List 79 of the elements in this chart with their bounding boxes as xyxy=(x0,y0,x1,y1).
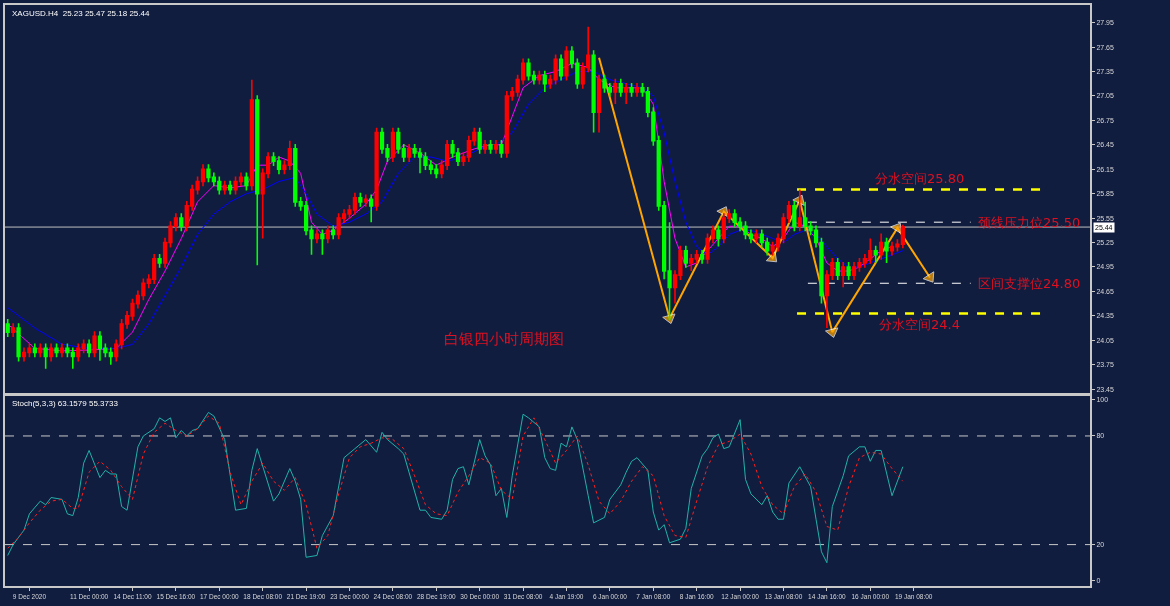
candlestick xyxy=(314,228,320,245)
candlestick xyxy=(493,139,499,155)
candlestick xyxy=(596,73,602,134)
text: XAGUSD.H4 25.23 25.47 25.18 25.44 xyxy=(12,9,150,18)
candlestick xyxy=(5,318,10,338)
candlestick xyxy=(244,171,249,192)
candlestick xyxy=(81,338,86,355)
candlestick xyxy=(884,236,889,264)
candlestick xyxy=(179,212,184,232)
candlestick xyxy=(255,94,260,267)
annotation: 白银四小时周期图 xyxy=(444,330,564,348)
candlestick xyxy=(320,228,325,256)
candlestick xyxy=(694,249,699,265)
point xyxy=(890,222,902,235)
candlestick xyxy=(92,330,97,359)
candlestick xyxy=(396,126,401,155)
candlestick xyxy=(542,69,547,93)
candlestick xyxy=(683,245,688,269)
candlestick xyxy=(618,78,623,98)
candlestick xyxy=(32,342,37,359)
candlestick xyxy=(558,53,564,82)
candlestick xyxy=(59,342,65,359)
candlestick xyxy=(477,126,482,155)
candlestick xyxy=(846,261,851,281)
candlestick xyxy=(76,342,81,363)
point xyxy=(662,313,676,325)
candlestick xyxy=(564,45,569,82)
candlestick xyxy=(591,49,596,134)
candlestick xyxy=(716,224,721,248)
candlestick xyxy=(879,232,884,261)
candlestick xyxy=(407,143,412,163)
candlestick xyxy=(228,179,233,196)
ref-line-label: 区间支撑位24.80 xyxy=(978,276,1081,291)
candlestick xyxy=(537,69,542,86)
candlestick xyxy=(488,139,493,155)
candlestick xyxy=(797,188,802,232)
candlestick xyxy=(114,338,119,363)
candlestick xyxy=(689,253,694,272)
ref-line-label: 分水空间25.80 xyxy=(875,171,965,186)
candlestick xyxy=(11,322,16,338)
candlestick xyxy=(157,253,162,269)
candlestick xyxy=(548,73,553,90)
candlestick xyxy=(624,82,629,105)
point xyxy=(765,251,778,263)
candlestick xyxy=(331,224,336,241)
candlestick xyxy=(613,78,618,105)
candlestick xyxy=(841,261,846,289)
candlestick xyxy=(792,200,797,232)
candlestick xyxy=(48,342,54,363)
point xyxy=(824,327,839,338)
candlestick xyxy=(873,245,878,264)
candlestick xyxy=(369,193,374,223)
candlestick xyxy=(293,143,298,208)
ref-line-label: 分水空间24.4 xyxy=(879,317,960,332)
candlestick xyxy=(401,143,406,163)
candlestick xyxy=(358,192,363,208)
candlestick xyxy=(374,126,379,212)
candlestick xyxy=(629,82,634,98)
candlestick xyxy=(16,322,21,363)
candlestick xyxy=(43,342,48,370)
candlestick xyxy=(108,346,113,366)
candlestick xyxy=(390,126,396,163)
candlestick xyxy=(835,257,840,281)
candlestick xyxy=(699,249,705,265)
point xyxy=(922,271,935,283)
candlestick xyxy=(249,78,254,192)
ref-line-label: 颈线压力位25.50 xyxy=(978,215,1081,230)
candlestick xyxy=(482,139,488,155)
candlestick xyxy=(325,224,330,245)
candlestick xyxy=(38,342,43,359)
chart-title: Stoch(5,3,3) 63.1579 55.3733 xyxy=(12,399,119,408)
candlestick xyxy=(553,53,558,86)
candlestick xyxy=(222,179,227,196)
candlestick xyxy=(97,330,103,362)
candlestick xyxy=(54,342,59,359)
candlestick xyxy=(363,193,368,208)
candlestick xyxy=(499,139,504,159)
candlestick xyxy=(86,338,92,359)
candlestick xyxy=(634,82,640,98)
